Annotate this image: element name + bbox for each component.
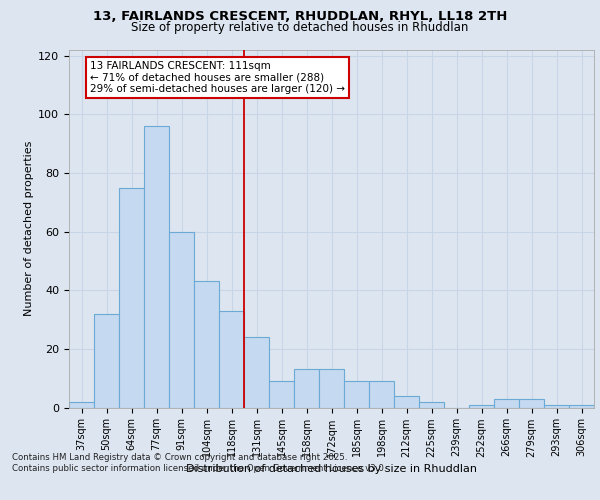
Bar: [119, 188, 143, 408]
Bar: [70, 402, 94, 407]
Text: Contains HM Land Registry data © Crown copyright and database right 2025.: Contains HM Land Registry data © Crown c…: [12, 452, 347, 462]
Bar: [220, 311, 244, 408]
Bar: [344, 381, 368, 407]
Bar: [370, 381, 394, 407]
Text: Size of property relative to detached houses in Rhuddlan: Size of property relative to detached ho…: [131, 22, 469, 35]
Bar: [319, 370, 344, 408]
Bar: [244, 337, 269, 407]
Text: 13, FAIRLANDS CRESCENT, RHUDDLAN, RHYL, LL18 2TH: 13, FAIRLANDS CRESCENT, RHUDDLAN, RHYL, …: [93, 10, 507, 23]
X-axis label: Distribution of detached houses by size in Rhuddlan: Distribution of detached houses by size …: [186, 464, 477, 473]
Y-axis label: Number of detached properties: Number of detached properties: [24, 141, 34, 316]
Bar: [544, 404, 569, 407]
Text: 13 FAIRLANDS CRESCENT: 111sqm
← 71% of detached houses are smaller (288)
29% of : 13 FAIRLANDS CRESCENT: 111sqm ← 71% of d…: [90, 60, 345, 94]
Bar: [520, 398, 544, 407]
Bar: [194, 282, 218, 408]
Bar: [94, 314, 119, 408]
Bar: [295, 370, 319, 408]
Bar: [494, 398, 518, 407]
Bar: [419, 402, 443, 407]
Text: Contains public sector information licensed under the Open Government Licence v3: Contains public sector information licen…: [12, 464, 386, 473]
Bar: [169, 232, 194, 408]
Bar: [145, 126, 169, 408]
Bar: [269, 381, 293, 407]
Bar: [469, 404, 494, 407]
Bar: [394, 396, 419, 407]
Bar: [569, 404, 593, 407]
